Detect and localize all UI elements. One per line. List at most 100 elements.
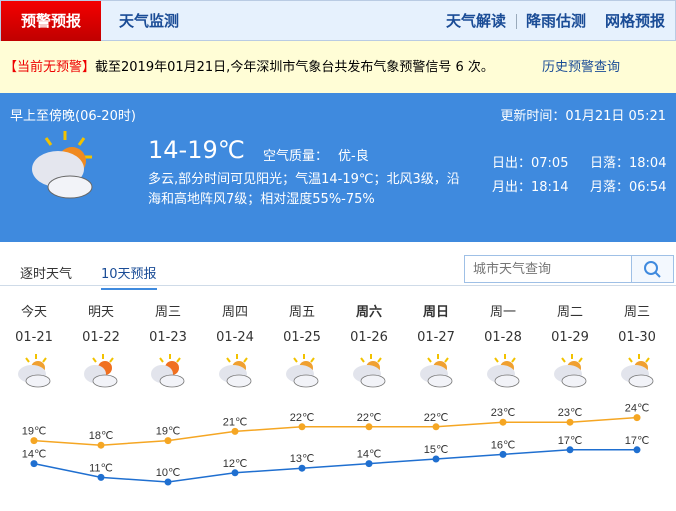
high-temp-label: 21℃ [223,416,248,428]
low-temp-point [432,455,440,463]
day-weekday: 周六 [355,305,382,320]
low-temp-label: 14℃ [357,449,382,461]
partly-cloudy-icon [487,354,520,388]
partly-cloudy-icon [621,354,654,388]
moonset: 月落：06:54 [590,180,667,195]
low-temp-point [633,446,641,454]
high-temp-label: 18℃ [89,430,114,442]
divider [516,14,517,29]
temp-range: 14-19℃ [148,136,245,164]
high-temp-label: 22℃ [357,412,382,424]
period: 早上至傍晚(06-20时) [10,109,136,124]
low-temp-label: 12℃ [223,458,248,470]
air-quality-label: 空气质量： [263,149,329,164]
day-weekday: 周二 [556,305,583,320]
moonrise: 月出：18:14 [492,180,569,195]
day-weekday: 周三 [623,305,650,320]
low-temp-point [97,473,105,481]
sunny-cloudy-icon [84,354,118,388]
link-weather-interpret[interactable]: 天气解读 [446,12,507,30]
day-weekday: 周日 [422,305,449,320]
today-panel: 早上至傍晚(06-20时) 更新时间：01月21日 05:21 14-19℃ 空… [0,93,676,242]
partly-cloudy-icon [286,354,319,388]
day-date: 01-22 [82,330,120,345]
city-search [464,255,674,283]
divider [0,285,676,286]
low-temp-point [298,464,306,472]
tab-hourly[interactable]: 逐时天气 [20,267,73,282]
air-quality-value: 优-良 [338,149,369,164]
low-temp-label: 14℃ [22,449,47,461]
top-nav: 预警预报 天气监测 天气解读 降雨估测 网格预报 [0,0,676,41]
search-button[interactable] [631,256,673,282]
tab-warning-forecast[interactable]: 预警预报 [1,1,101,41]
city-search-input[interactable] [465,256,631,282]
high-temp-label: 23℃ [558,407,583,419]
day-date: 01-25 [283,330,321,345]
day-date: 01-27 [417,330,455,345]
forecast-tabs: 逐时天气 10天预报 [0,255,676,290]
low-temp-point [30,460,38,468]
high-temp-label: 24℃ [625,403,650,415]
low-temp-label: 11℃ [89,462,113,474]
search-icon [644,261,661,278]
sunrise: 日出：07:05 [492,156,569,171]
day-date: 01-29 [551,330,589,345]
day-date: 01-21 [15,330,53,345]
low-temp-label: 17℃ [625,435,650,447]
temperature-chart: 19℃ 18℃ 19℃ 21℃ 22℃ 22℃ 22℃ 23℃ 23℃ 24℃ 14℃ 11℃ 10℃ 1… [22,403,650,486]
partly-cloudy-icon [420,354,453,388]
high-temp-label: 19℃ [22,426,47,438]
low-temp-label: 10℃ [156,467,181,479]
low-temp-point [164,478,172,486]
low-temp-label: 17℃ [558,435,583,447]
high-temp-point [298,423,306,431]
low-temp-point [566,446,574,454]
alert-status: 【当前无预警】 [4,60,96,75]
alert-text: 截至2019年01月21日,今年深圳市气象台共发布气象预警信号 6 次。 [95,60,494,75]
partly-cloudy-icon [18,354,51,388]
partly-cloudy-icon [554,354,587,388]
day-weekday: 周一 [489,305,516,320]
high-temp-point [432,423,440,431]
low-temp-point [231,469,239,477]
day-date: 01-28 [484,330,522,345]
day-date: 01-24 [216,330,254,345]
high-temp-label: 23℃ [491,407,516,419]
high-temp-label: 22℃ [424,412,449,424]
high-temp-point [365,423,373,431]
partly-cloudy-icon [219,354,252,388]
high-temp-label: 22℃ [290,412,315,424]
link-grid-forecast[interactable]: 网格预报 [605,12,666,30]
day-weekday: 周五 [288,305,315,320]
high-temp-label: 19℃ [156,426,181,438]
high-temp-point [97,441,105,449]
tab-10day[interactable]: 10天预报 [101,263,157,290]
low-temp-label: 15℃ [424,444,449,456]
low-temp-label: 13℃ [290,453,315,465]
update-time: 更新时间：01月21日 05:21 [500,109,666,124]
high-temp-point [633,414,641,422]
desc-line2: 海和高地阵风7级；相对湿度55%-75% [148,192,375,207]
day-date: 01-23 [149,330,187,345]
day-weekday: 周四 [221,305,248,320]
partly-cloudy-icon [32,131,93,199]
alert-bar: 【当前无预警】截至2019年01月21日,今年深圳市气象台共发布气象预警信号 6… [0,41,676,93]
day-weekday: 周三 [154,305,181,320]
sunny-cloudy-icon [151,354,185,388]
day-date: 01-30 [618,330,656,345]
partly-cloudy-icon [353,354,386,388]
tab-weather-monitor[interactable]: 天气监测 [119,12,180,30]
desc-line1: 多云,部分时间可见阳光；气温14-19℃；北风3级，沿 [148,172,460,187]
sunset: 日落：18:04 [590,156,667,171]
history-warning-link[interactable]: 历史预警查询 [542,60,621,75]
day-weekday: 明天 [87,305,114,320]
high-temp-point [30,437,38,445]
high-temp-point [566,418,574,426]
day-weekday: 今天 [20,305,47,320]
low-temp-point [499,450,507,458]
high-temp-line [33,416,638,446]
low-temp-point [365,460,373,468]
link-rain-estimate[interactable]: 降雨估测 [526,12,587,30]
high-temp-point [164,437,172,445]
